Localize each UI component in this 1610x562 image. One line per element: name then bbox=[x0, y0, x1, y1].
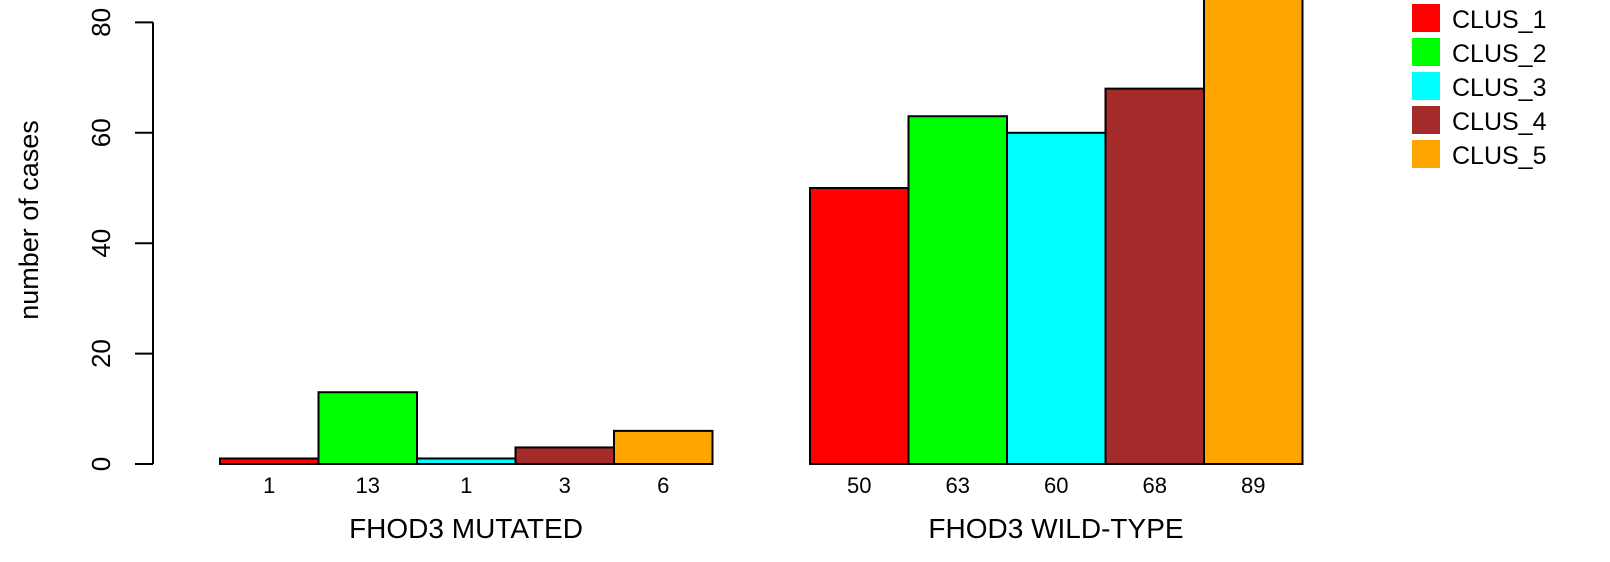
legend: CLUS_1 CLUS_2 CLUS_3 CLUS_4 CLUS_5 bbox=[1412, 4, 1547, 170]
legend-label: CLUS_3 bbox=[1452, 74, 1547, 102]
bar bbox=[317, 391, 418, 465]
bar-value-label: 50 bbox=[847, 473, 871, 498]
y-tick-label: 80 bbox=[86, 8, 116, 37]
bar bbox=[907, 115, 1008, 466]
y-axis-label: number of cases bbox=[14, 120, 44, 320]
legend-label: CLUS_1 bbox=[1452, 6, 1547, 34]
group-label: FHOD3 WILD-TYPE bbox=[928, 513, 1183, 544]
bar-value-label: 13 bbox=[356, 473, 380, 498]
group-label: FHOD3 MUTATED bbox=[349, 513, 583, 544]
bar-value-label: 63 bbox=[946, 473, 970, 498]
bar-value-label: 89 bbox=[1241, 473, 1265, 498]
value-labels: 1 13 1 3 6 50 63 60 68 89 bbox=[263, 473, 1265, 498]
legend-label: CLUS_2 bbox=[1452, 40, 1547, 68]
bar bbox=[514, 446, 615, 466]
bar bbox=[613, 429, 714, 466]
bar bbox=[416, 457, 517, 466]
bar bbox=[1104, 87, 1205, 465]
bar-value-label: 68 bbox=[1143, 473, 1167, 498]
bar-value-label: 60 bbox=[1044, 473, 1068, 498]
bar-value-label: 3 bbox=[559, 473, 571, 498]
y-tick-label: 60 bbox=[86, 118, 116, 147]
y-tick-label: 40 bbox=[86, 229, 116, 258]
y-tick-label: 0 bbox=[86, 457, 116, 471]
legend-swatch bbox=[1412, 72, 1440, 100]
legend-swatch bbox=[1412, 140, 1440, 168]
group-labels: FHOD3 MUTATED FHOD3 WILD-TYPE bbox=[349, 513, 1183, 544]
bar-value-label: 1 bbox=[263, 473, 275, 498]
y-tick-label: 20 bbox=[86, 339, 116, 368]
y-axis: 0 20 40 60 80 bbox=[86, 8, 154, 471]
bar bbox=[1006, 131, 1107, 466]
bar-value-label: 6 bbox=[657, 473, 669, 498]
bar bbox=[219, 457, 320, 466]
legend-swatch bbox=[1412, 4, 1440, 32]
bar bbox=[809, 187, 910, 465]
legend-swatch bbox=[1412, 38, 1440, 66]
legend-swatch bbox=[1412, 106, 1440, 134]
bar-value-label: 1 bbox=[460, 473, 472, 498]
legend-label: CLUS_5 bbox=[1452, 142, 1547, 170]
bar bbox=[1203, 0, 1304, 465]
legend-label: CLUS_4 bbox=[1452, 108, 1547, 136]
bars bbox=[219, 0, 1304, 466]
